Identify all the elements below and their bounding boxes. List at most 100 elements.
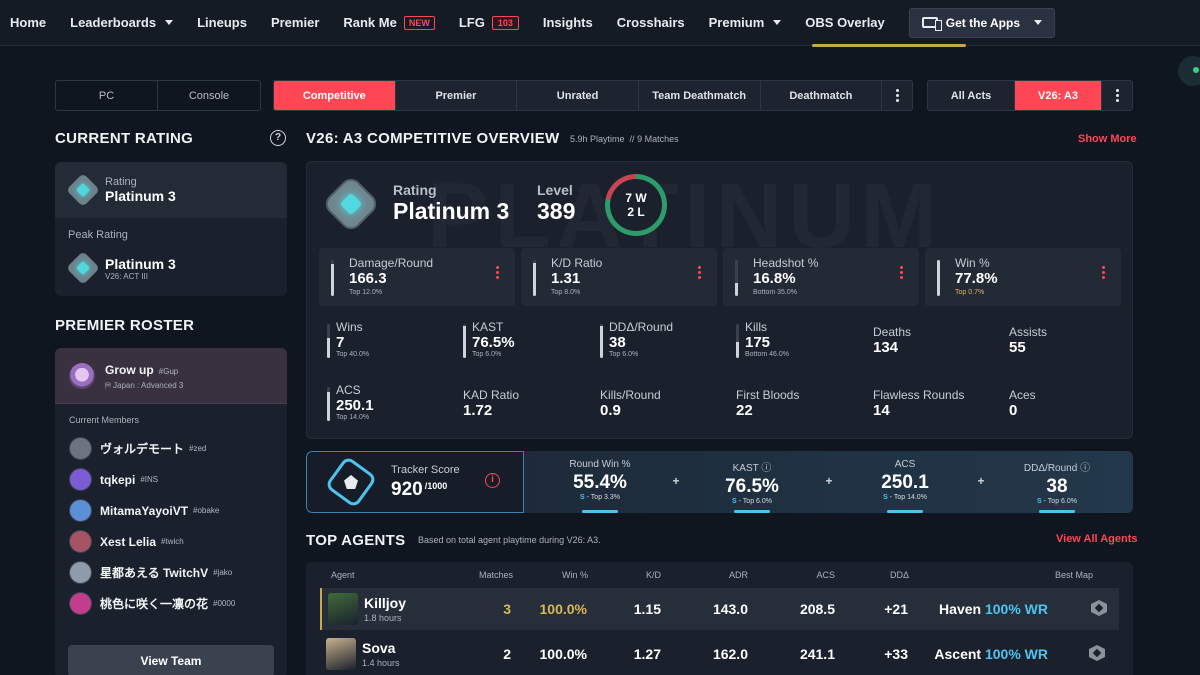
nav-insights[interactable]: Insights bbox=[542, 15, 593, 30]
metric-grade: S - Top 6.0% bbox=[1037, 498, 1077, 505]
tab-team-deathmatch[interactable]: Team Deathmatch bbox=[638, 81, 761, 110]
agent-adr: 162.0 bbox=[712, 646, 748, 662]
stat-value: 7 bbox=[336, 334, 345, 351]
tab-all-acts[interactable]: All Acts bbox=[928, 81, 1015, 110]
member-name: 星都あえる TwitchV bbox=[100, 566, 209, 580]
overview-rating-value: Platinum 3 bbox=[393, 198, 510, 224]
stat-item: First Bloods 22 bbox=[736, 388, 866, 419]
nav-leaderboards[interactable]: Leaderboards bbox=[58, 0, 185, 46]
member-row[interactable]: MitamaYayoiVT #obake bbox=[55, 495, 287, 526]
peak-rating-act: V26: ACT III bbox=[105, 271, 148, 281]
stat-item: ACS 250.1 Top 14.0% bbox=[327, 383, 457, 421]
current-rating-title: CURRENT RATING bbox=[55, 130, 194, 147]
team-tag: #Gup bbox=[158, 366, 179, 376]
member-row[interactable]: tqkepi #INS bbox=[55, 464, 287, 495]
column-header[interactable]: K/D bbox=[645, 570, 661, 580]
nav-rank-me[interactable]: Rank Me NEW bbox=[331, 0, 446, 46]
metric-value: 38 bbox=[1046, 476, 1068, 497]
stat-item: Wins 7 Top 40.0% bbox=[327, 320, 457, 358]
plus-icon: + bbox=[672, 474, 680, 488]
map-icon bbox=[1086, 642, 1108, 664]
percentile-bar bbox=[533, 260, 536, 296]
column-header[interactable]: Win % bbox=[561, 570, 588, 580]
metric-label: KAST ⓘ bbox=[732, 463, 772, 474]
platform-pc[interactable]: PC bbox=[56, 81, 158, 110]
stat-item: Aces 0 bbox=[1009, 388, 1132, 419]
roster-card: Grow up #Gup ⛿ Japan : Advanced 3 Current… bbox=[55, 348, 287, 675]
member-row[interactable]: 桃色に咲く一凛の花 #0000 bbox=[55, 588, 287, 619]
member-row[interactable]: Xest Lelia #twich bbox=[55, 526, 287, 557]
stat-value: 175 bbox=[745, 334, 771, 351]
view-all-agents-link[interactable]: View All Agents bbox=[1056, 533, 1138, 545]
tracker-score-value: 920/1000 bbox=[391, 479, 448, 500]
nav-obs-overlay[interactable]: OBS Overlay bbox=[805, 15, 885, 30]
nav-premium[interactable]: Premium bbox=[697, 0, 794, 46]
chevron-down-icon bbox=[1034, 20, 1043, 25]
show-more-link[interactable]: Show More bbox=[1078, 133, 1137, 145]
plus-icon: + bbox=[977, 474, 985, 488]
team-header[interactable]: Grow up #Gup ⛿ Japan : Advanced 3 bbox=[55, 348, 287, 404]
column-header[interactable]: Matches bbox=[478, 570, 513, 580]
stat-item: Deaths 134 bbox=[873, 325, 1003, 356]
column-header[interactable]: Agent bbox=[331, 570, 355, 580]
column-header[interactable]: ADR bbox=[728, 570, 748, 580]
side-widget-button[interactable] bbox=[1178, 56, 1200, 86]
nav-home[interactable]: Home bbox=[10, 15, 47, 30]
info-icon[interactable]: i bbox=[485, 473, 500, 488]
column-header[interactable]: ACS bbox=[816, 570, 835, 580]
stat-label: DDΔ/Round bbox=[609, 320, 674, 334]
stat-menu-icon[interactable] bbox=[1102, 266, 1105, 279]
flag-icon: ⛿ bbox=[105, 380, 114, 390]
info-icon[interactable]: ⓘ bbox=[1077, 463, 1091, 474]
overview-title: V26: A3 COMPETITIVE OVERVIEW bbox=[306, 130, 560, 147]
stat-value: 0 bbox=[1009, 402, 1018, 419]
nav-crosshairs[interactable]: Crosshairs bbox=[616, 15, 685, 30]
agent-win: 100.0% bbox=[539, 646, 587, 662]
tab-competitive[interactable]: Competitive bbox=[274, 81, 396, 110]
stat-percentile: Top 40.0% bbox=[336, 351, 370, 358]
stat-value: 250.1 bbox=[336, 397, 374, 414]
agent-kd: 1.15 bbox=[633, 601, 661, 617]
stat-menu-icon[interactable] bbox=[496, 266, 499, 279]
agent-hours: 1.8 hours bbox=[364, 613, 402, 623]
tab-v26-a3[interactable]: V26: A3 bbox=[1015, 81, 1102, 110]
stat-menu-icon[interactable] bbox=[900, 266, 903, 279]
percentile-bar bbox=[600, 324, 603, 358]
agent-portrait bbox=[326, 638, 356, 670]
platform-toggle: PC Console bbox=[55, 80, 261, 111]
stat-value: 1.31 bbox=[551, 270, 581, 287]
more-acts-icon[interactable] bbox=[1102, 81, 1132, 110]
agent-name: Sova bbox=[362, 640, 396, 656]
table-row[interactable]: Killjoy 1.8 hours 3 100.0% 1.15 143.0 208.5 +21… bbox=[320, 588, 1119, 630]
stat-label: K/D Ratio bbox=[551, 256, 603, 270]
member-row[interactable]: 星都あえる TwitchV #jako bbox=[55, 557, 287, 588]
tab-deathmatch[interactable]: Deathmatch bbox=[760, 81, 883, 110]
agent-matches: 2 bbox=[503, 646, 511, 662]
stat-menu-icon[interactable] bbox=[698, 266, 701, 279]
tracker-score-label: Tracker Score bbox=[391, 464, 460, 476]
column-header[interactable]: DDΔ bbox=[889, 570, 909, 580]
get-apps-button[interactable]: Get the Apps bbox=[908, 7, 1056, 38]
more-modes-icon[interactable] bbox=[882, 81, 912, 110]
nav-lineups[interactable]: Lineups bbox=[197, 15, 247, 30]
table-row[interactable]: Sova 1.4 hours 2 100.0% 1.27 162.0 241.1 +33 Asc… bbox=[320, 633, 1119, 675]
stat-box: K/D Ratio 1.31 Top 8.0% bbox=[521, 248, 717, 306]
tab-premier[interactable]: Premier bbox=[395, 81, 518, 110]
chevron-down-icon bbox=[773, 20, 782, 25]
percentile-bar bbox=[937, 260, 940, 296]
avatar bbox=[69, 499, 92, 522]
stat-item: Flawless Rounds 14 bbox=[873, 388, 1003, 419]
help-icon[interactable]: ? bbox=[270, 130, 286, 146]
member-row[interactable]: ヴォルデモート #zed bbox=[55, 433, 287, 464]
tab-unrated[interactable]: Unrated bbox=[517, 81, 639, 110]
losses-count: 2 L bbox=[627, 205, 645, 219]
tracker-metric: ACS 250.1 S - Top 14.0% bbox=[829, 451, 981, 513]
nav-lfg[interactable]: LFG 103 bbox=[447, 0, 531, 46]
info-icon[interactable]: ⓘ bbox=[758, 463, 772, 474]
metric-grade: S - Top 6.0% bbox=[732, 498, 772, 505]
view-team-button[interactable]: View Team bbox=[68, 645, 274, 675]
platform-console[interactable]: Console bbox=[188, 89, 230, 102]
column-header[interactable]: Best Map bbox=[1054, 570, 1093, 580]
nav-premier[interactable]: Premier bbox=[270, 15, 320, 30]
stat-percentile: Top 6.0% bbox=[472, 351, 502, 358]
